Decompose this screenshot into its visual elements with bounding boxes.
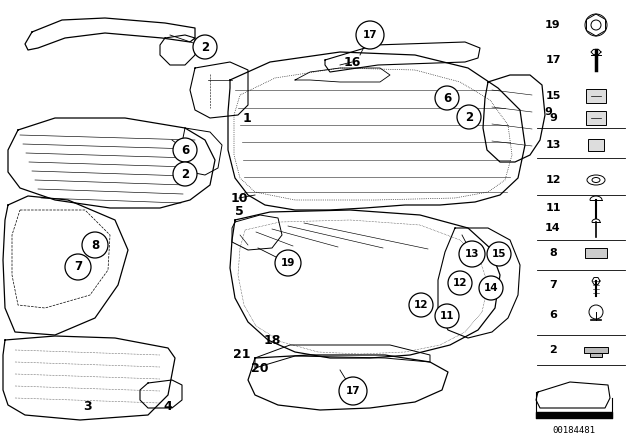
Text: 7: 7 (74, 260, 82, 273)
Text: 8: 8 (549, 248, 557, 258)
Text: 5: 5 (235, 204, 243, 217)
Circle shape (173, 138, 197, 162)
Text: 6: 6 (443, 91, 451, 104)
Text: 2: 2 (201, 40, 209, 53)
Text: 4: 4 (164, 401, 172, 414)
Text: 20: 20 (252, 362, 269, 375)
Circle shape (356, 21, 384, 49)
Circle shape (409, 293, 433, 317)
Circle shape (459, 241, 485, 267)
Text: 7: 7 (549, 280, 557, 290)
Bar (584, 347, 608, 353)
Bar (586, 111, 606, 125)
Circle shape (457, 105, 481, 129)
Text: 16: 16 (343, 56, 361, 69)
Text: 2: 2 (465, 111, 473, 124)
Circle shape (82, 232, 108, 258)
Text: 10: 10 (230, 191, 248, 204)
Circle shape (339, 377, 367, 405)
Text: 14: 14 (484, 283, 499, 293)
Text: 21: 21 (233, 349, 251, 362)
Circle shape (65, 254, 91, 280)
Text: 17: 17 (346, 386, 360, 396)
Text: 6: 6 (549, 310, 557, 320)
Text: 18: 18 (263, 333, 281, 346)
Text: 15: 15 (492, 249, 506, 259)
Circle shape (173, 162, 197, 186)
Bar (586, 89, 606, 103)
Text: 00184481: 00184481 (552, 426, 595, 435)
Text: 2: 2 (181, 168, 189, 181)
Circle shape (193, 35, 217, 59)
Circle shape (479, 276, 503, 300)
Text: 12: 12 (545, 175, 561, 185)
Text: 14: 14 (545, 223, 561, 233)
Circle shape (435, 86, 459, 110)
Text: 11: 11 (545, 203, 561, 213)
Bar (585, 248, 607, 258)
Circle shape (275, 250, 301, 276)
Circle shape (448, 271, 472, 295)
Text: 19: 19 (281, 258, 295, 268)
Bar (588, 139, 604, 151)
Text: 12: 12 (452, 278, 467, 288)
Text: 13: 13 (545, 140, 561, 150)
Text: 8: 8 (91, 238, 99, 251)
Text: 17: 17 (363, 30, 378, 40)
Text: 9: 9 (544, 107, 552, 117)
Text: 19: 19 (545, 20, 561, 30)
Text: 13: 13 (465, 249, 479, 259)
Text: 6: 6 (181, 143, 189, 156)
Text: 15: 15 (545, 91, 561, 101)
Circle shape (487, 242, 511, 266)
Bar (590, 353, 602, 357)
Text: 9: 9 (549, 113, 557, 123)
Text: 2: 2 (549, 345, 557, 355)
Circle shape (435, 304, 459, 328)
Text: 11: 11 (440, 311, 454, 321)
Text: 17: 17 (545, 55, 561, 65)
Text: 1: 1 (243, 112, 252, 125)
Text: 12: 12 (413, 300, 428, 310)
Text: 3: 3 (83, 401, 92, 414)
